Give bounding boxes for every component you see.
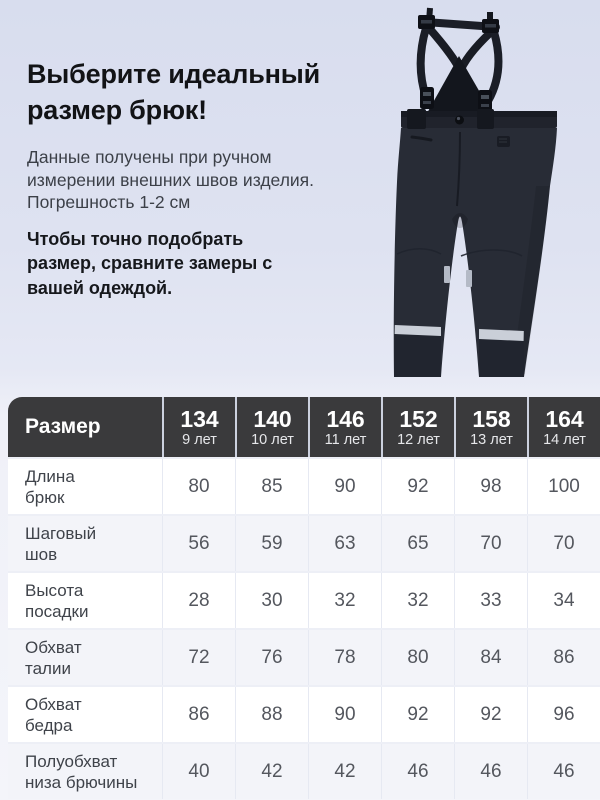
pocket-left — [410, 135, 433, 142]
value-cell: 88 — [235, 687, 308, 742]
value-cell: 40 — [162, 744, 235, 799]
header-size-cell: 164 14 лет — [527, 397, 600, 457]
value-cell: 59 — [235, 516, 308, 571]
value-cell: 30 — [235, 573, 308, 628]
age-value: 12 лет — [397, 431, 440, 448]
strap-clip-right — [478, 90, 492, 112]
value-cell: 92 — [381, 459, 454, 514]
header-size-label: Размер — [25, 415, 101, 438]
value-cell: 80 — [381, 630, 454, 685]
value-cell: 32 — [381, 573, 454, 628]
size-value: 140 — [253, 405, 292, 432]
header-size-cell: 158 13 лет — [454, 397, 527, 457]
value-cell: 86 — [162, 687, 235, 742]
table-row: Шаговый шов 56 59 63 65 70 70 — [8, 514, 600, 571]
fly-seam — [456, 131, 461, 207]
knee-seam-right — [460, 249, 523, 257]
value-cell: 85 — [235, 459, 308, 514]
table-row: Полуобхват низа брючины 40 42 42 46 46 4… — [8, 742, 600, 799]
row-label: Обхват бедра — [25, 694, 82, 735]
value-cell: 63 — [308, 516, 381, 571]
value-cell: 34 — [527, 573, 600, 628]
reflective-stripe-right — [479, 329, 524, 341]
size-value: 152 — [399, 405, 438, 432]
value-cell: 78 — [308, 630, 381, 685]
header-size-cell: 134 9 лет — [162, 397, 235, 457]
value-cell: 28 — [162, 573, 235, 628]
suspenders — [416, 7, 503, 115]
size-table: Размер 134 9 лет 140 10 лет 146 11 лет 1… — [8, 397, 600, 799]
description-text: Данные получены при ручном измерении вне… — [27, 147, 315, 212]
back-panel-triangle — [426, 56, 493, 115]
hem-cuff-right — [479, 339, 524, 377]
note-text: Чтобы точно подобрать размер, сравните з… — [27, 228, 273, 298]
knee-reflector-left — [444, 266, 450, 283]
hem-cuff-left — [394, 334, 441, 377]
size-value: 164 — [545, 405, 584, 432]
knee-reflector-right — [466, 270, 472, 287]
value-cell: 98 — [454, 459, 527, 514]
intro-section: Выберите идеальный размер брюк! Данные п… — [27, 56, 367, 300]
pants-product-image — [393, 7, 557, 377]
value-cell: 90 — [308, 687, 381, 742]
age-value: 9 лет — [182, 431, 217, 448]
waistband — [401, 109, 557, 129]
value-cell: 46 — [381, 744, 454, 799]
value-cell: 65 — [381, 516, 454, 571]
value-cell: 92 — [381, 687, 454, 742]
table-row: Обхват бедра 86 88 90 92 92 96 — [8, 685, 600, 742]
header-size-cell: 152 12 лет — [381, 397, 454, 457]
value-cell: 33 — [454, 573, 527, 628]
value-cell: 70 — [454, 516, 527, 571]
value-cell: 46 — [527, 744, 600, 799]
row-label: Шаговый шов — [25, 523, 97, 564]
header-size-label-cell: Размер — [8, 397, 162, 457]
value-cell: 42 — [308, 744, 381, 799]
size-value: 158 — [472, 405, 511, 432]
value-cell: 92 — [454, 687, 527, 742]
value-cell: 72 — [162, 630, 235, 685]
value-cell: 86 — [527, 630, 600, 685]
size-value: 146 — [326, 405, 365, 432]
row-label: Высота посадки — [25, 580, 89, 621]
table-row: Длина брюк 80 85 90 92 98 100 — [8, 457, 600, 514]
strap-clip-left — [420, 87, 434, 109]
age-value: 14 лет — [543, 431, 586, 448]
waist-button — [455, 115, 464, 125]
header-size-cell: 140 10 лет — [235, 397, 308, 457]
table-row: Обхват талии 72 76 78 80 84 86 — [8, 628, 600, 685]
value-cell: 70 — [527, 516, 600, 571]
value-cell: 46 — [454, 744, 527, 799]
table-header-row: Размер 134 9 лет 140 10 лет 146 11 лет 1… — [8, 397, 600, 457]
age-value: 10 лет — [251, 431, 294, 448]
value-cell: 76 — [235, 630, 308, 685]
value-cell: 90 — [308, 459, 381, 514]
row-label: Полуобхват низа брючины — [25, 751, 138, 792]
page-title: Выберите идеальный размер брюк! — [27, 59, 320, 125]
value-cell: 84 — [454, 630, 527, 685]
age-value: 11 лет — [324, 431, 367, 448]
header-size-cell: 146 11 лет — [308, 397, 381, 457]
table-row: Высота посадки 28 30 32 32 33 34 — [8, 571, 600, 628]
row-label: Обхват талии — [25, 637, 82, 678]
value-cell: 96 — [527, 687, 600, 742]
value-cell: 42 — [235, 744, 308, 799]
value-cell: 32 — [308, 573, 381, 628]
value-cell: 56 — [162, 516, 235, 571]
age-value: 13 лет — [470, 431, 513, 448]
row-label: Длина брюк — [25, 466, 75, 507]
pants-body — [393, 128, 557, 377]
reflective-stripe-left — [394, 325, 441, 336]
knee-seam-left — [396, 248, 442, 255]
value-cell: 80 — [162, 459, 235, 514]
value-cell: 100 — [527, 459, 600, 514]
size-value: 134 — [180, 405, 219, 432]
